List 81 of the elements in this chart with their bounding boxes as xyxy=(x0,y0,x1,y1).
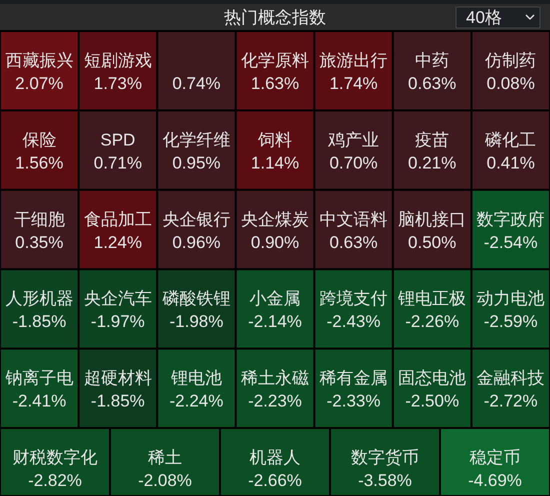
category-label: 锂电池 xyxy=(170,368,222,388)
data-label: -2.66% xyxy=(248,471,302,490)
category-label: 稀土 xyxy=(148,448,182,467)
data-label: -1.98% xyxy=(169,312,224,332)
category-label: 化学原料 xyxy=(241,51,309,70)
data-label: -2.50% xyxy=(405,392,460,411)
category-label: 中药 xyxy=(415,51,450,70)
data-label: 1.63% xyxy=(250,74,300,93)
category-label: 稳定币 xyxy=(470,448,520,467)
data-label: -1.85% xyxy=(90,392,145,411)
data-label: -2.41% xyxy=(12,392,66,411)
category-label: 干细胞 xyxy=(14,210,65,229)
data-label: -2.54% xyxy=(484,232,538,252)
data-label: 0.90% xyxy=(250,232,300,252)
data-label: -1.97% xyxy=(90,312,145,332)
data-label: 0.08% xyxy=(486,74,535,93)
category-label: 机器人 xyxy=(250,448,300,467)
data-label: 0.63% xyxy=(329,232,378,252)
category-label: 动力电池 xyxy=(476,289,545,308)
data-label: -2.24% xyxy=(169,392,224,411)
data-label: -2.26% xyxy=(405,312,460,332)
category-label: 超硬材料 xyxy=(84,368,152,388)
category-label: 跨境支付 xyxy=(320,289,388,308)
category-label: 脑机接口 xyxy=(398,210,466,229)
category-label: 固态电池 xyxy=(398,368,466,388)
category-label: 数字政府 xyxy=(476,210,545,229)
data-label: 1.24% xyxy=(94,232,142,252)
data-label: 0.74% xyxy=(172,74,221,93)
category-label: 饲料 xyxy=(257,130,292,150)
category-label: 化学纤维 xyxy=(162,130,230,150)
data-label: -2.14% xyxy=(248,312,302,332)
category-label: 小金属 xyxy=(250,289,300,308)
data-label: -2.43% xyxy=(326,312,381,332)
data-label: 2.07% xyxy=(15,74,64,93)
data-label: 0.41% xyxy=(486,153,535,172)
category-label: 金融科技 xyxy=(476,368,545,388)
category-label: 磷化工 xyxy=(484,130,536,150)
data-label: 1.14% xyxy=(250,153,300,172)
category-label: 食品加工 xyxy=(84,210,152,229)
category-label: 保险 xyxy=(22,130,56,150)
category-label: 稀土永磁 xyxy=(241,368,309,388)
data-label: 1.56% xyxy=(15,153,64,172)
category-label: 鸡产业 xyxy=(327,130,380,150)
category-label: 财税数字化 xyxy=(12,448,98,467)
data-label: -4.69% xyxy=(468,471,522,490)
data-label: 1.74% xyxy=(329,74,378,93)
text: 热门概念指数 xyxy=(224,8,326,27)
data-label: 0.50% xyxy=(408,232,456,252)
category-label: 锂电正极 xyxy=(397,289,466,308)
text: 40格 xyxy=(466,8,502,27)
category-label: 疫苗 xyxy=(415,130,450,150)
data-label: -1.85% xyxy=(12,312,66,332)
category-label: 稀有金属 xyxy=(320,368,388,388)
data-label: 0.21% xyxy=(408,153,456,172)
category-label: 短剧游戏 xyxy=(84,51,152,70)
data-label: 0.96% xyxy=(172,232,221,252)
category-label: SPD xyxy=(100,130,136,150)
data-label: -2.33% xyxy=(326,392,381,411)
category-label: 人形机器 xyxy=(5,289,74,308)
data-label: 0.35% xyxy=(15,232,64,252)
data-label: 0.95% xyxy=(172,153,221,172)
data-label: -3.58% xyxy=(358,471,412,490)
data-label: 0.71% xyxy=(94,153,142,172)
category-label: 仿制药 xyxy=(484,51,536,70)
category-label: 央企煤炭 xyxy=(241,210,309,229)
data-label: -2.08% xyxy=(138,471,192,490)
category-label: 钠离子电 xyxy=(4,368,74,388)
category-label: 旅游出行 xyxy=(320,51,388,70)
category-label: 央企银行 xyxy=(162,210,230,229)
category-label: 中文语料 xyxy=(320,210,388,229)
data-label: 0.63% xyxy=(408,74,456,93)
data-label: 0.70% xyxy=(329,153,378,172)
data-label: -2.23% xyxy=(248,392,302,411)
category-label: 数字货币 xyxy=(351,448,419,467)
data-label: 1.73% xyxy=(94,74,142,93)
data-label: -2.82% xyxy=(28,471,82,490)
data-label: -2.72% xyxy=(484,392,538,411)
data-label: -2.59% xyxy=(484,312,538,332)
category-label: 央企汽车 xyxy=(84,289,152,308)
category-label: 西藏振兴 xyxy=(5,51,74,70)
category-label: 磷酸铁锂 xyxy=(161,289,230,308)
